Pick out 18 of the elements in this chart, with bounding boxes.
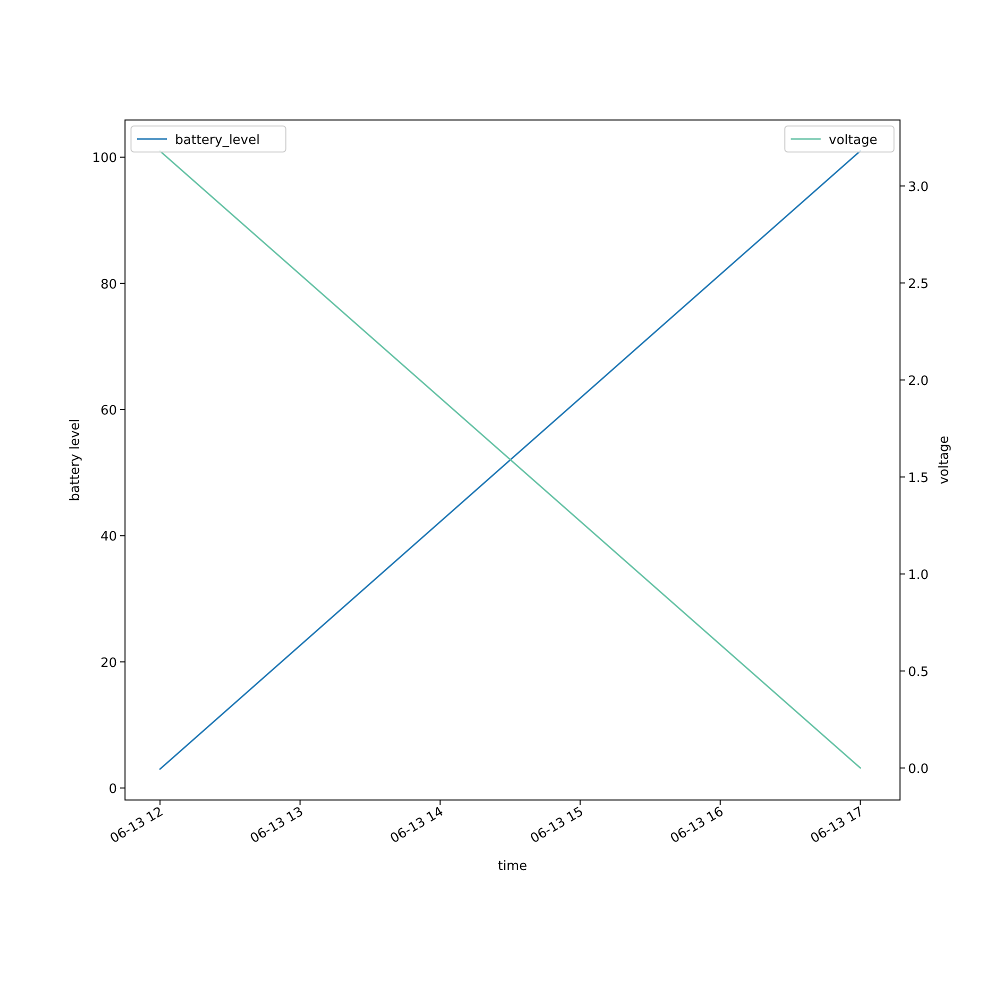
y2-axis-title: voltage bbox=[937, 436, 952, 484]
x-axis-title: time bbox=[498, 859, 528, 874]
legend-label: voltage bbox=[828, 133, 878, 148]
y-tick-label: 60 bbox=[100, 404, 117, 419]
y-tick-label: 40 bbox=[100, 530, 117, 545]
y-tick-label: 0 bbox=[108, 782, 117, 798]
y-tick-label: 80 bbox=[100, 277, 117, 292]
y2-tick-label: 1.0 bbox=[908, 568, 929, 583]
y2-tick-label: 2.5 bbox=[908, 276, 929, 292]
y2-tick-label: 0.0 bbox=[908, 762, 929, 777]
y2-tick-label: 2.0 bbox=[908, 374, 929, 389]
y2-tick-label: 1.5 bbox=[908, 470, 929, 486]
y2-tick-label: 3.0 bbox=[908, 180, 929, 195]
y-axis-title: battery level bbox=[68, 418, 83, 502]
y-tick-label: 100 bbox=[92, 151, 117, 166]
legend-label: battery_level bbox=[175, 133, 260, 148]
y-tick-label: 20 bbox=[100, 656, 117, 671]
y2-tick-label: 0.5 bbox=[908, 664, 929, 680]
